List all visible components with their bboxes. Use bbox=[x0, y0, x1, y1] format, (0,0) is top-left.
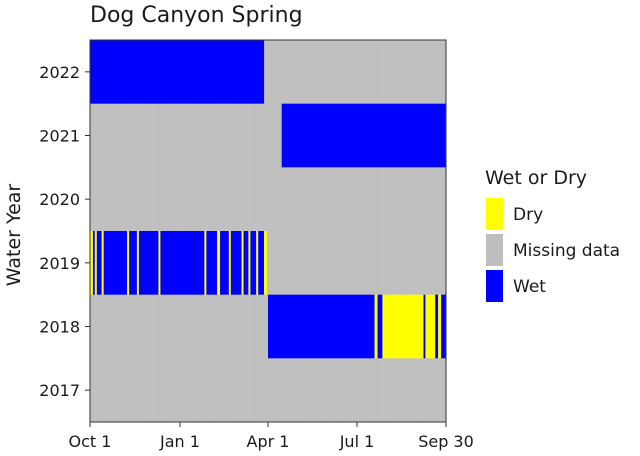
y-axis: 2022 2021 2020 2019 2018 2017 bbox=[39, 63, 90, 400]
legend-label-missing: Missing data bbox=[513, 241, 620, 261]
segment-wet bbox=[160, 231, 205, 295]
segment-wet bbox=[423, 294, 426, 359]
segment-wet bbox=[129, 231, 137, 295]
y-tick-label: 2018 bbox=[39, 318, 80, 337]
segment-dry bbox=[204, 231, 207, 295]
segment-dry bbox=[101, 231, 104, 295]
segment-dry bbox=[374, 294, 378, 359]
segment-wet bbox=[206, 231, 218, 295]
legend-key-missing bbox=[486, 234, 503, 266]
plot-panel bbox=[89, 39, 447, 423]
x-tick-label: Jul 1 bbox=[339, 432, 375, 451]
segment-dry bbox=[158, 231, 161, 295]
segment-dry bbox=[425, 294, 436, 359]
segment-dry bbox=[94, 231, 97, 295]
segment-wet bbox=[96, 231, 102, 295]
legend-title: Wet or Dry bbox=[485, 167, 587, 189]
y-axis-title: Water Year bbox=[3, 184, 25, 287]
x-axis: Oct 1 Jan 1 Apr 1 Jul 1 Sep 30 bbox=[69, 422, 474, 451]
segment-wet bbox=[268, 294, 375, 359]
segment-wet bbox=[435, 294, 439, 359]
segment-wet bbox=[230, 231, 242, 295]
segment-dry bbox=[136, 231, 139, 295]
segment-wet bbox=[258, 231, 265, 295]
segment-dry bbox=[90, 231, 93, 295]
x-tick-label: Sep 30 bbox=[418, 432, 474, 451]
y-tick-label: 2020 bbox=[39, 190, 80, 209]
segment-wet bbox=[243, 231, 249, 295]
segment-dry bbox=[256, 231, 259, 295]
x-tick-label: Jan 1 bbox=[159, 432, 200, 451]
segment-wet bbox=[250, 231, 257, 295]
segment-dry bbox=[382, 294, 424, 359]
segment-wet bbox=[90, 40, 265, 104]
segment-wet bbox=[92, 231, 95, 295]
segment-wet bbox=[377, 294, 383, 359]
segment-wet bbox=[220, 231, 229, 295]
y-tick-label: 2019 bbox=[39, 254, 80, 273]
legend-key-wet bbox=[486, 270, 503, 302]
row-2018 bbox=[268, 294, 446, 359]
segment-wet bbox=[103, 231, 128, 295]
legend-key-dry bbox=[486, 198, 503, 230]
row-2021 bbox=[281, 103, 446, 168]
chart-title: Dog Canyon Spring bbox=[90, 3, 303, 28]
y-tick-label: 2017 bbox=[39, 381, 80, 400]
segment-wet bbox=[138, 231, 159, 295]
segment-dry bbox=[228, 231, 231, 295]
y-tick-label: 2021 bbox=[39, 127, 80, 146]
row-2019 bbox=[90, 231, 268, 295]
segment-wet bbox=[441, 294, 446, 359]
segment-wet bbox=[281, 103, 446, 168]
legend-label-dry: Dry bbox=[513, 205, 543, 225]
segment-dry bbox=[217, 231, 221, 295]
y-tick-label: 2022 bbox=[39, 63, 80, 82]
legend: Wet or Dry Dry Missing data Wet bbox=[485, 167, 620, 302]
segment-dry bbox=[264, 231, 268, 295]
x-tick-label: Apr 1 bbox=[247, 432, 290, 451]
row-2022 bbox=[90, 40, 265, 104]
segment-dry bbox=[438, 294, 442, 359]
x-tick-label: Oct 1 bbox=[69, 432, 112, 451]
segment-dry bbox=[127, 231, 130, 295]
segment-dry bbox=[248, 231, 251, 295]
legend-label-wet: Wet bbox=[513, 277, 546, 297]
segment-dry bbox=[241, 231, 244, 295]
